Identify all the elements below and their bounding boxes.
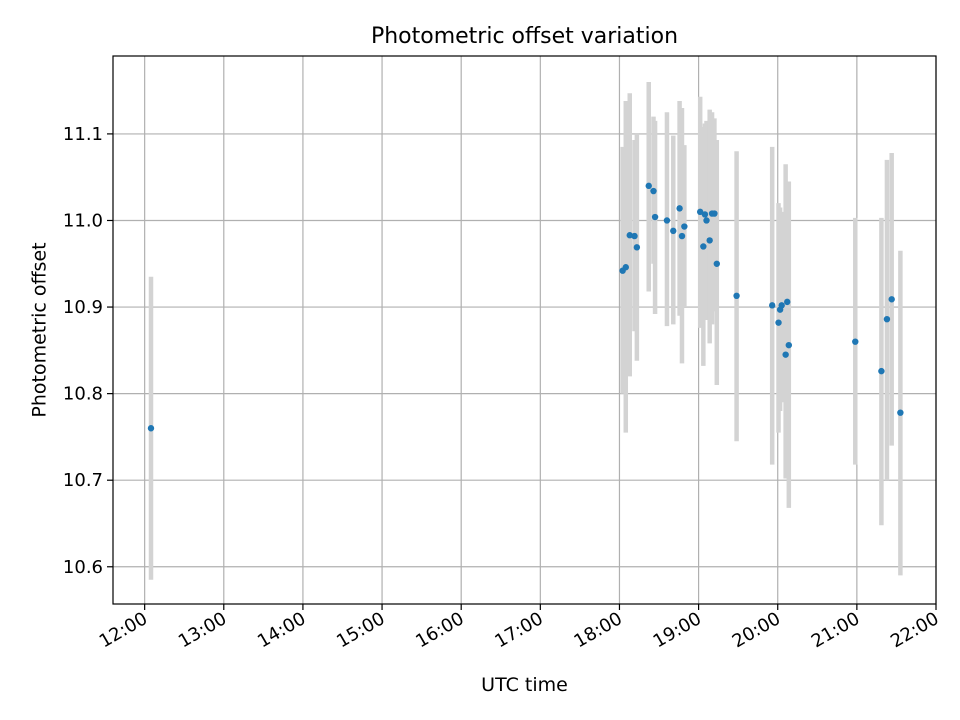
chart-title: Photometric offset variation	[371, 24, 678, 49]
data-point	[650, 187, 657, 195]
data-point	[883, 315, 891, 323]
data-point	[703, 217, 710, 224]
data-point	[663, 217, 671, 224]
y-tick-label: 10.6	[63, 557, 103, 578]
data-point	[631, 232, 638, 240]
x-axis-label: UTC time	[481, 674, 568, 696]
data-point	[888, 296, 895, 303]
data-point	[768, 302, 776, 309]
data-point	[733, 292, 740, 300]
data-point	[696, 208, 704, 216]
data-point	[700, 243, 707, 250]
data-point	[711, 210, 718, 217]
data-point	[701, 211, 709, 218]
y-axis-label: Photometric offset	[29, 242, 51, 417]
data-point	[782, 351, 789, 358]
data-point	[645, 182, 652, 190]
data-point	[670, 227, 677, 235]
data-point	[147, 425, 155, 432]
data-point	[775, 319, 782, 326]
data-point	[852, 338, 859, 345]
data-point	[676, 205, 683, 212]
data-point	[784, 298, 791, 306]
data-point	[626, 232, 633, 239]
data-point	[706, 237, 713, 244]
y-tick-label: 10.9	[63, 297, 103, 318]
y-tick-label: 11.0	[63, 210, 103, 231]
data-points	[147, 182, 904, 432]
data-point	[785, 341, 793, 349]
data-point	[878, 367, 885, 375]
data-point	[651, 213, 659, 221]
y-tick-label: 11.1	[63, 124, 103, 145]
data-point	[713, 260, 720, 267]
data-point	[622, 264, 629, 271]
plot-frame	[112, 55, 937, 605]
data-point	[778, 302, 785, 309]
data-point	[678, 232, 686, 240]
data-point	[897, 409, 904, 416]
data-point	[681, 223, 688, 230]
data-point	[633, 244, 641, 251]
y-tick-label: 10.7	[63, 470, 103, 491]
y-tick-label: 10.8	[63, 384, 103, 405]
